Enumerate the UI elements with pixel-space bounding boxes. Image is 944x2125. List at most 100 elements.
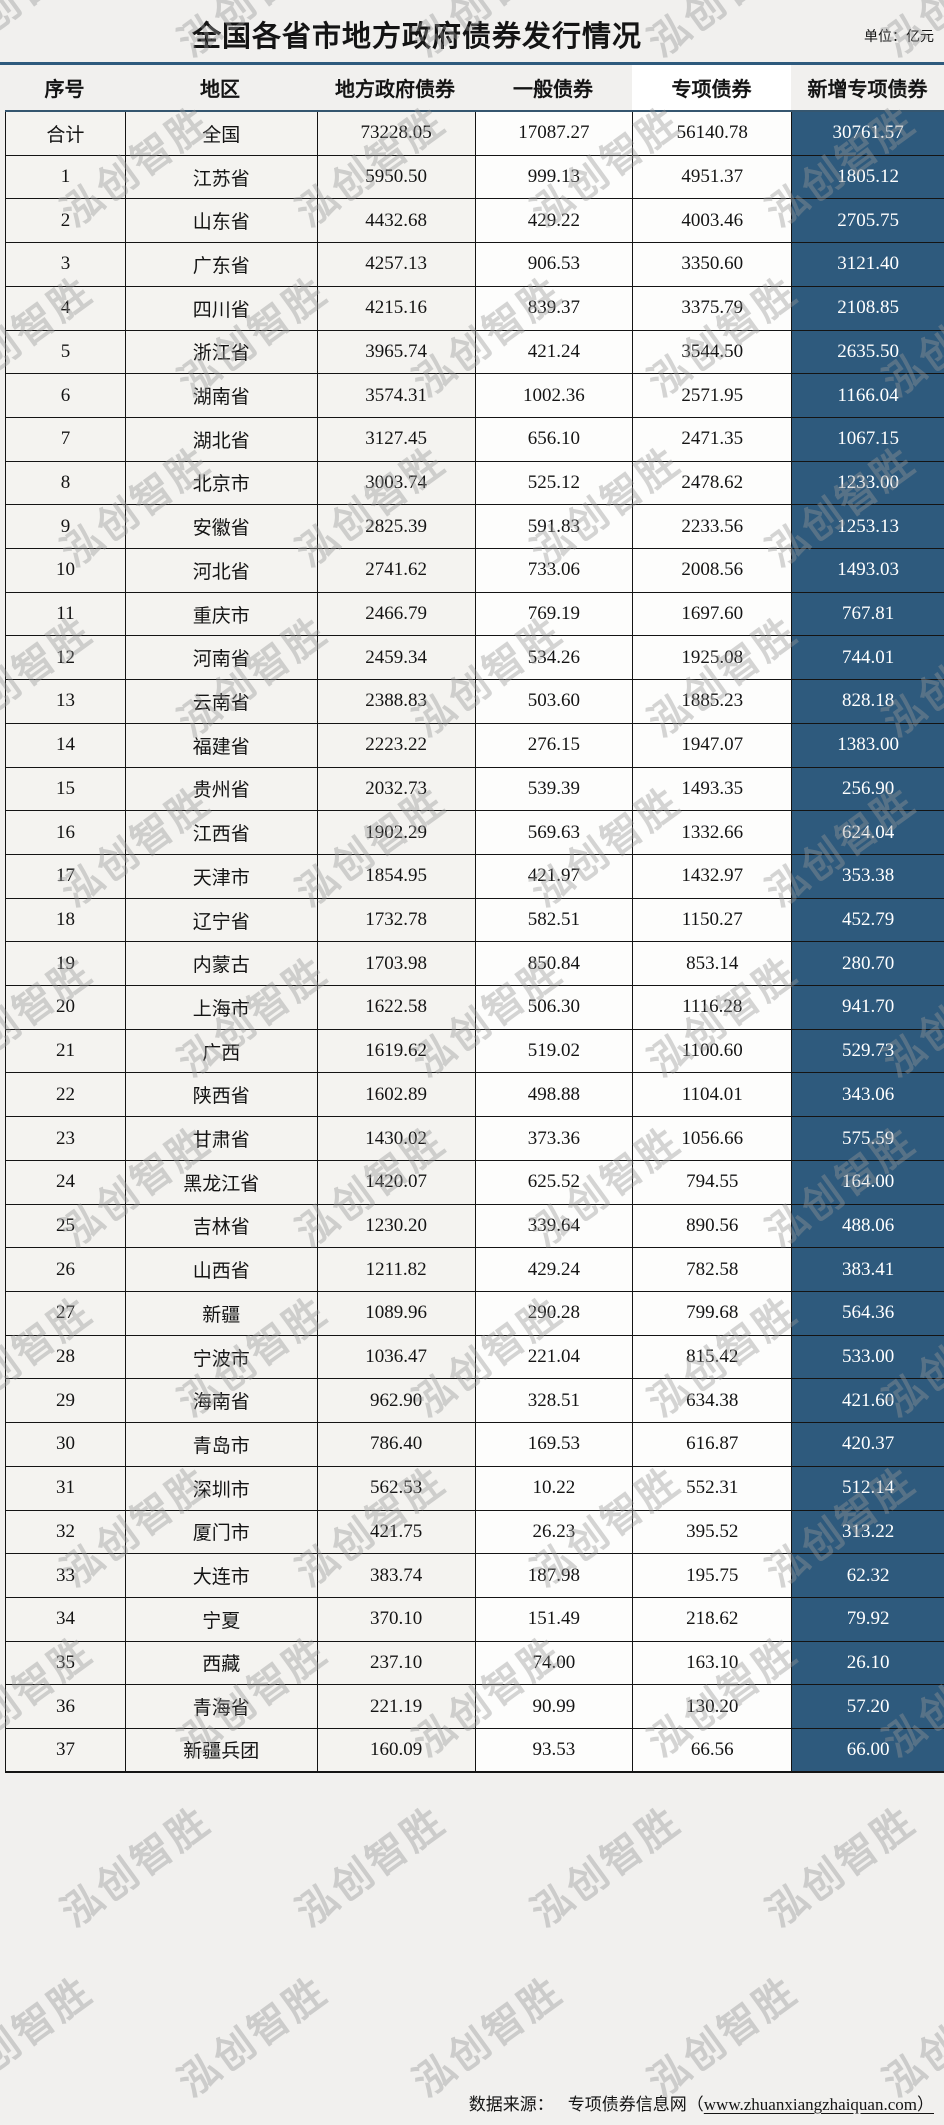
watermark-text: 泓创智胜 [0,1968,101,2106]
table-row: 23 甘肃省 1430.02 373.36 1056.66 575.59 [5,1117,944,1161]
table-row: 10 河北省 2741.62 733.06 2008.56 1493.03 [5,549,944,593]
cell-local-govt-bonds: 3574.31 [316,374,475,417]
cell-general-bonds: 906.53 [474,243,633,286]
cell-new-special-bonds: 529.73 [791,1029,944,1073]
cell-region: 福建省 [124,723,317,767]
cell-index: 32 [6,1510,125,1554]
cell-local-govt-bonds: 1036.47 [316,1335,475,1379]
table-row: 21 广西 1619.62 519.02 1100.60 529.73 [5,1029,944,1074]
cell-local-govt-bonds: 421.75 [316,1510,475,1554]
cell-index: 33 [6,1554,125,1597]
cell-new-special-bonds: 30761.57 [791,112,944,155]
cell-region: 江西省 [124,811,317,854]
cell-region: 内蒙古 [124,942,317,986]
source-prefix-label: 数据来源： [468,2095,554,2114]
table-row: 27 新疆 1089.96 290.28 799.68 564.36 [5,1291,944,1336]
cell-new-special-bonds: 1383.00 [791,723,944,767]
cell-region: 黑龙江省 [124,1160,317,1204]
cell-special-bonds: 2471.35 [632,417,792,461]
cell-general-bonds: 539.39 [474,767,633,811]
table-row: 1 江苏省 5950.50 999.13 4951.37 1805.12 [5,155,944,200]
cell-index: 2 [6,199,125,243]
cell-index: 14 [6,723,125,767]
cell-local-govt-bonds: 160.09 [316,1729,475,1771]
unit-label: 单位：亿元 [864,30,934,45]
watermark-text: 泓创智胜 [170,1968,336,2106]
watermark-text: 泓创智胜 [53,1798,219,1936]
cell-region: 山东省 [124,199,317,243]
cell-general-bonds: 850.84 [474,942,633,986]
cell-general-bonds: 421.24 [474,330,633,374]
cell-new-special-bonds: 1493.03 [791,549,944,592]
cell-region: 青海省 [124,1685,317,1729]
cell-general-bonds: 625.52 [474,1160,633,1204]
cell-general-bonds: 328.51 [474,1379,633,1423]
cell-new-special-bonds: 1805.12 [791,155,944,199]
cell-general-bonds: 733.06 [474,549,633,592]
cell-index: 27 [6,1291,125,1335]
cell-general-bonds: 656.10 [474,417,633,461]
table-body: 合计 全国 73228.05 17087.27 56140.78 30761.57 1 江苏省… [5,112,944,1773]
table-row: 25 吉林省 1230.20 339.64 890.56 488.06 [5,1204,944,1249]
cell-index: 10 [6,549,125,592]
cell-local-govt-bonds: 3127.45 [316,417,475,461]
watermark-text: 泓创智胜 [523,1798,689,1936]
cell-special-bonds: 1697.60 [632,592,792,636]
cell-special-bonds: 163.10 [632,1641,792,1685]
watermark-text: 泓创智胜 [640,1968,806,2106]
cell-index: 22 [6,1073,125,1117]
cell-general-bonds: 421.97 [474,854,633,898]
cell-local-govt-bonds: 221.19 [316,1685,475,1729]
cell-local-govt-bonds: 4257.13 [316,243,475,286]
cell-special-bonds: 3375.79 [632,286,792,330]
cell-general-bonds: 569.63 [474,811,633,854]
bond-issuance-table: 序号 地区 地方政府债券 一般债券 专项债券 新增专项债券 合计 全国 73228.… [5,65,944,1773]
table-row: 19 内蒙古 1703.98 850.84 853.14 280.70 [5,942,944,987]
table-row: 3 广东省 4257.13 906.53 3350.60 3121.40 [5,243,944,287]
column-header-index: 序号 [44,79,85,101]
cell-special-bonds: 616.87 [632,1423,792,1466]
table-row: 17 天津市 1854.95 421.97 1432.97 353.38 [5,854,944,899]
cell-general-bonds: 276.15 [474,723,633,767]
cell-special-bonds: 1056.66 [632,1117,792,1160]
cell-general-bonds: 534.26 [474,636,633,680]
cell-general-bonds: 93.53 [474,1729,633,1771]
cell-local-govt-bonds: 562.53 [316,1466,475,1510]
title-divider-rule [0,62,944,65]
cell-region: 天津市 [124,854,317,898]
table-row: 31 深圳市 562.53 10.22 552.31 512.14 [5,1466,944,1511]
table-row: 6 湖南省 3574.31 1002.36 2571.95 1166.04 [5,374,944,418]
data-source-footer: 数据来源： 专项债券信息网（www.zhuanxiangzhaiquan.com） [469,2090,934,2115]
cell-new-special-bonds: 2635.50 [791,330,944,374]
cell-region: 青岛市 [124,1423,317,1466]
cell-special-bonds: 395.52 [632,1510,792,1554]
table-row: 7 湖北省 3127.45 656.10 2471.35 1067.15 [5,417,944,462]
cell-index: 35 [6,1641,125,1685]
cell-special-bonds: 66.56 [632,1729,792,1771]
cell-index: 1 [6,155,125,199]
cell-local-govt-bonds: 1902.29 [316,811,475,854]
cell-local-govt-bonds: 2223.22 [316,723,475,767]
table-row: 9 安徽省 2825.39 591.83 2233.56 1253.13 [5,505,944,550]
cell-index: 30 [6,1423,125,1466]
table-row: 22 陕西省 1602.89 498.88 1104.01 343.06 [5,1073,944,1118]
cell-new-special-bonds: 533.00 [791,1335,944,1379]
cell-index: 34 [6,1597,125,1641]
table-row: 16 江西省 1902.29 569.63 1332.66 624.04 [5,811,944,855]
cell-general-bonds: 26.23 [474,1510,633,1554]
cell-general-bonds: 10.22 [474,1466,633,1510]
cell-region: 吉林省 [124,1204,317,1248]
table-header-row: 序号 地区 地方政府债券 一般债券 专项债券 新增专项债券 [5,65,944,112]
table-row: 18 辽宁省 1732.78 582.51 1150.27 452.79 [5,898,944,943]
cell-special-bonds: 2571.95 [632,374,792,417]
cell-local-govt-bonds: 5950.50 [316,155,475,199]
cell-index: 24 [6,1160,125,1204]
cell-index: 13 [6,680,125,723]
watermark-text: 泓创智胜 [405,1968,571,2106]
cell-index: 29 [6,1379,125,1423]
cell-new-special-bonds: 744.01 [791,636,944,680]
column-header-special-bonds: 专项债券 [632,65,791,110]
cell-special-bonds: 1332.66 [632,811,792,854]
source-url-link[interactable]: www.zhuanxiangzhaiquan.com） [704,2095,934,2114]
